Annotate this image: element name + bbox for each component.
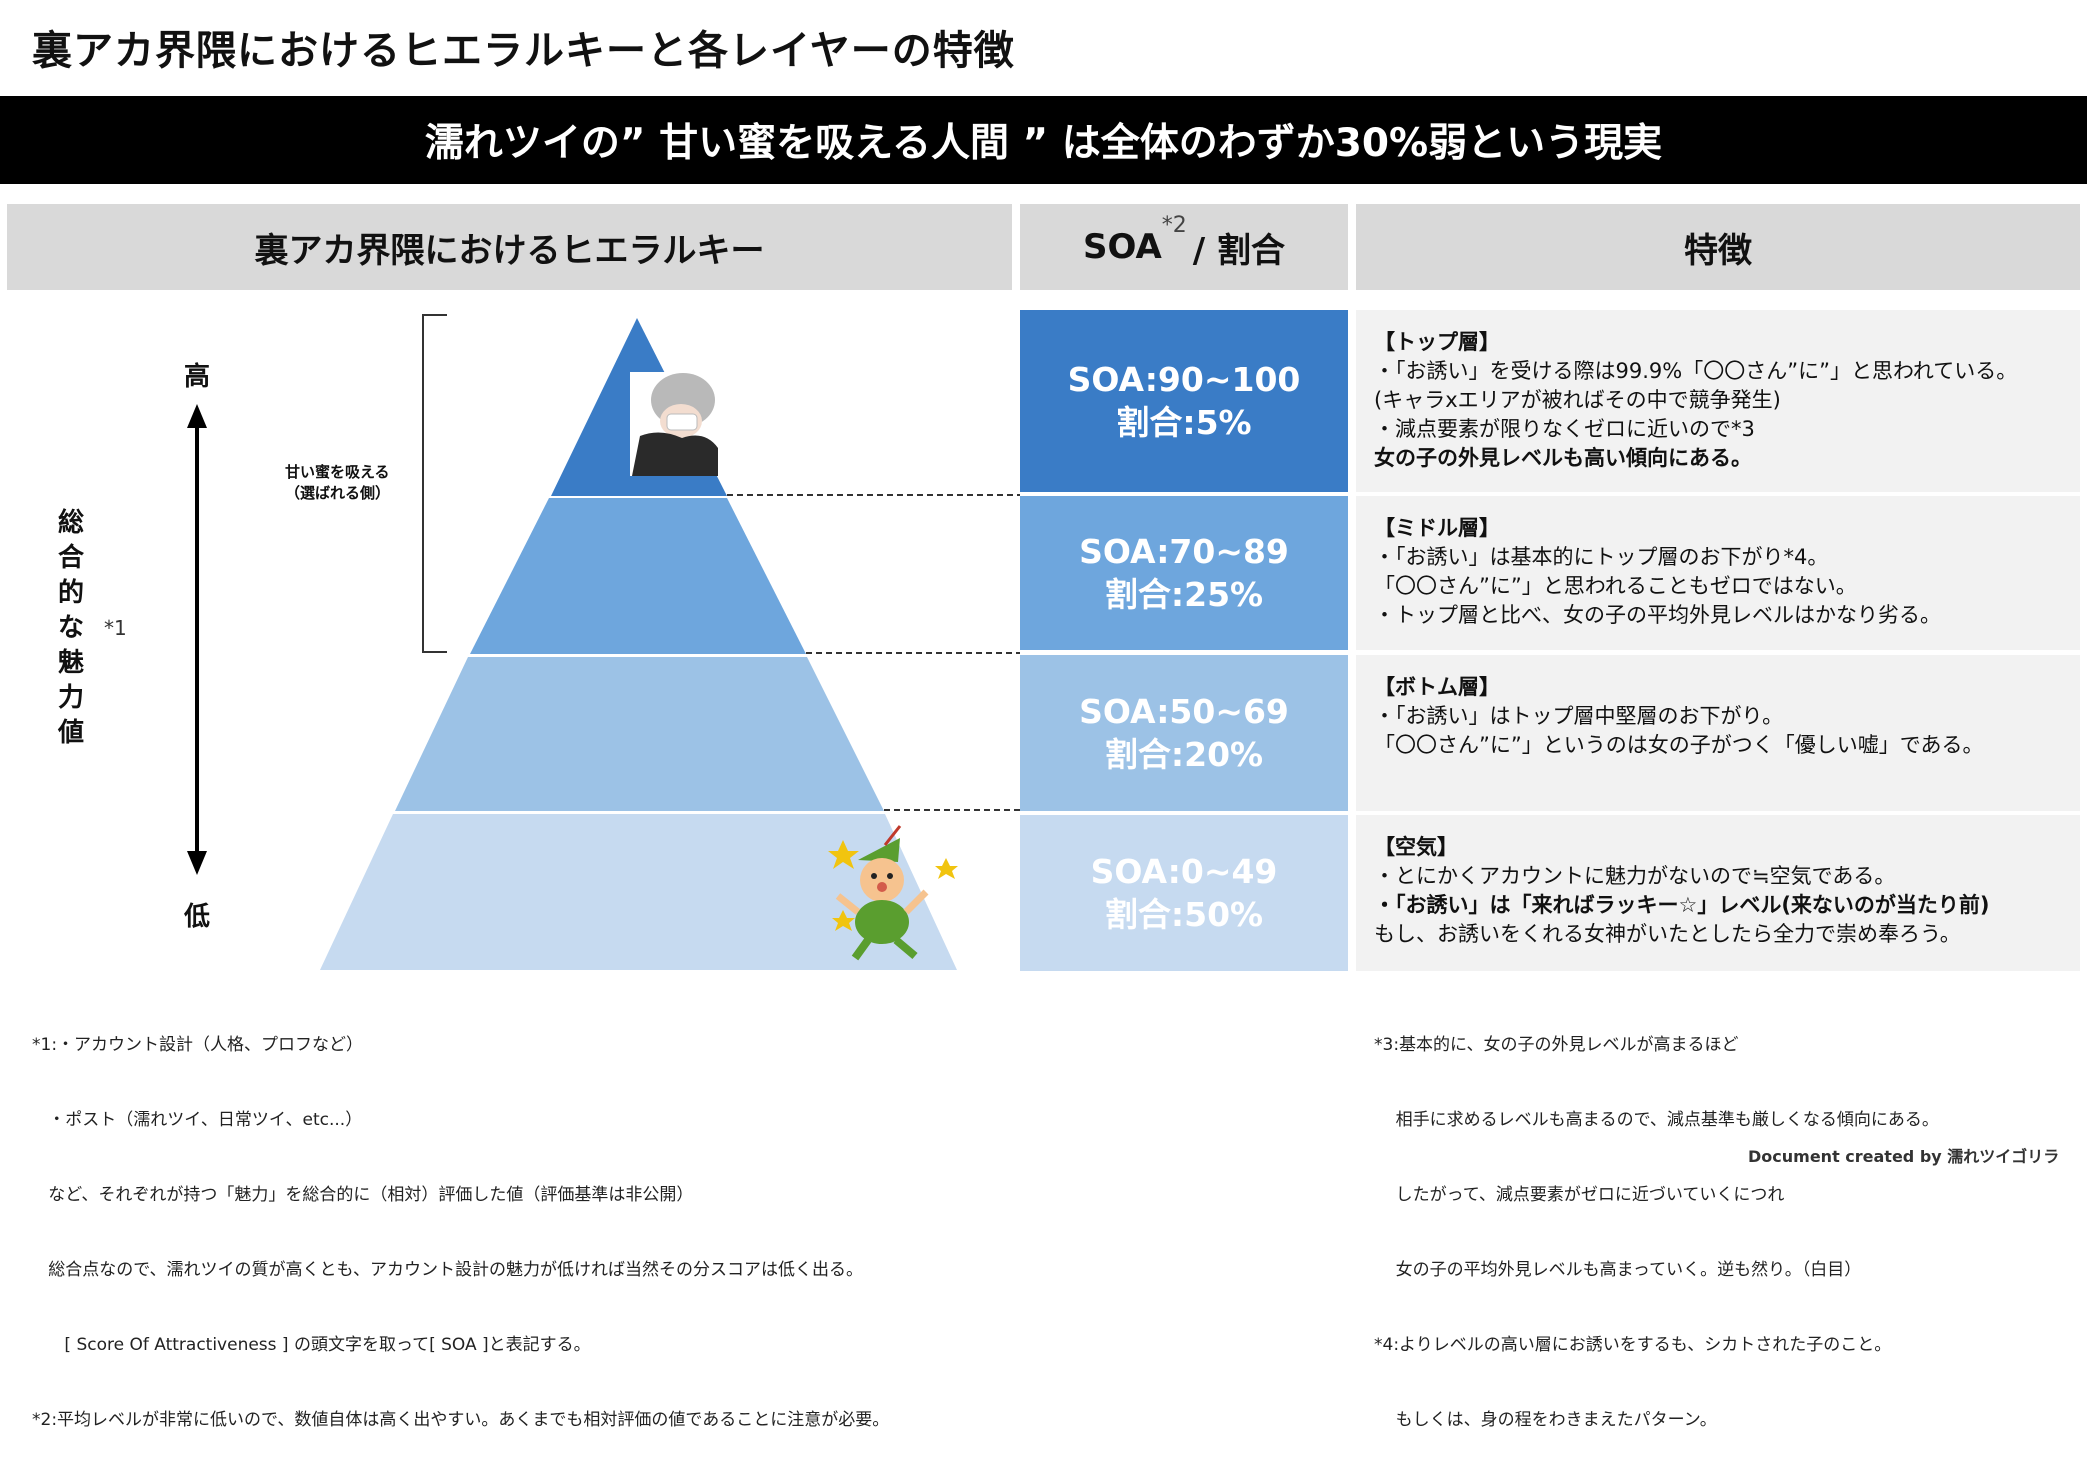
page-title: 裏アカ界隈におけるヒエラルキーと各レイヤーの特徴 bbox=[32, 28, 1015, 74]
feature-title: 【ミドル層】 bbox=[1374, 516, 1500, 540]
feature-line: ・「お誘い」は基本的にトップ層のお下がり*4。 bbox=[1374, 545, 1829, 569]
feature-line: ・減点要素が限りなくゼロに近いので*3 bbox=[1374, 417, 1755, 441]
footnote-line: *4:よりレベルの高い層にお誘いをするも、シカトされた子のこと。 bbox=[1374, 1335, 1892, 1355]
soa-range: SOA:70~89 bbox=[1079, 532, 1289, 571]
axis-low-label: 低 bbox=[184, 902, 211, 932]
soa-ratio: 割合:25% bbox=[1104, 575, 1264, 614]
soa-range: SOA:0~49 bbox=[1090, 852, 1278, 891]
feature-line: ・「お誘い」は「来ればラッキー☆」レベル(来ないのが当たり前) bbox=[1374, 893, 1990, 917]
footnote-line: *1:・アカウント設計（人格、プロフなど） bbox=[32, 1035, 364, 1055]
axis-footnote-mark: *1 bbox=[104, 616, 127, 640]
hierarchy-header: 裏アカ界隈におけるヒエラルキー bbox=[7, 204, 1012, 290]
soa-header-rest: / 割合 bbox=[1192, 230, 1286, 271]
soa-cell-bottom: SOA:50~69 割合:20% bbox=[1020, 655, 1348, 811]
pyramid-layer-bottom bbox=[395, 657, 884, 811]
footnote-line: 総合点なので、濡れツイの質が高くとも、アカウント設計の魅力が低ければ当然その分ス… bbox=[32, 1260, 864, 1280]
pyramid-layer-middle bbox=[470, 498, 806, 654]
bracket-label-line: 甘い蜜を吸える bbox=[285, 463, 390, 481]
feature-line: ・「お誘い」はトップ層中堅層のお下がり。 bbox=[1374, 704, 1784, 728]
feature-cell-air: 【空気】 ・とにかくアカウントに魅力がないので≒空気である。 ・「お誘い」は「来… bbox=[1356, 815, 2080, 971]
bracket-label-line: （選ばれる側） bbox=[285, 484, 391, 502]
feature-title: 【空気】 bbox=[1374, 835, 1458, 859]
soa-ratio: 割合:20% bbox=[1104, 735, 1264, 774]
footnotes-right: *3:基本的に、女の子の外見レベルが高まるほど 相手に求めるレベルも高まるので、… bbox=[1374, 983, 1939, 1458]
feature-cell-top: 【トップ層】 ・「お誘い」を受ける際は99.9%「〇〇さん”に”」と思われている… bbox=[1356, 310, 2080, 492]
soa-cell-top: SOA:90~100 割合:5% bbox=[1020, 310, 1348, 492]
bracket-label: 甘い蜜を吸える （選ばれる側） bbox=[285, 462, 390, 504]
soa-cell-air: SOA:0~49 割合:50% bbox=[1020, 815, 1348, 971]
feature-line: ・とにかくアカウントに魅力がないので≒空気である。 bbox=[1374, 864, 1896, 888]
feature-line: もし、お誘いをくれる女神がいたとしたら全力で崇め奉ろう。 bbox=[1374, 922, 1961, 946]
bracket bbox=[422, 314, 447, 653]
document-credit: Document created by 濡れツイゴリラ bbox=[1748, 1147, 2060, 1166]
pyramid-layer-air bbox=[320, 814, 957, 970]
footnote-line: 女の子の平均外見レベルも高まっていく。逆も然り。（白目） bbox=[1374, 1260, 1862, 1280]
footnote-line: *3:基本的に、女の子の外見レベルが高まるほど bbox=[1374, 1035, 1739, 1055]
pyramid-diagram bbox=[187, 314, 1020, 970]
footnote-line: もしくは、身の程をわきまえたパターン。 bbox=[1374, 1410, 1717, 1430]
footnote-line: 相手に求めるレベルも高まるので、減点基準も厳しくなる傾向にある。 bbox=[1374, 1110, 1939, 1130]
soa-range: SOA:90~100 bbox=[1067, 360, 1301, 399]
soa-ratio: 割合:5% bbox=[1116, 403, 1252, 442]
footnote-line: したがって、減点要素がゼロに近づいていくにつれ bbox=[1374, 1185, 1785, 1205]
axis-title: 総合的な魅力値 bbox=[57, 508, 84, 748]
feature-cell-bottom: 【ボトム層】 ・「お誘い」はトップ層中堅層のお下がり。 「〇〇さん”に”」という… bbox=[1356, 655, 2080, 811]
soa-header-label: SOA bbox=[1082, 227, 1162, 267]
soa-ratio: 割合:50% bbox=[1104, 895, 1264, 934]
headline-banner: 濡れツイの” 甘い蜜を吸える人間 ” は全体のわずか30%弱という現実 bbox=[0, 96, 2087, 184]
footnote-line: ・ポスト（濡れツイ、日常ツイ、etc...） bbox=[32, 1110, 363, 1130]
feature-line: 女の子の外見レベルも高い傾向にある。 bbox=[1374, 446, 1752, 470]
soa-range: SOA:50~69 bbox=[1079, 692, 1289, 731]
footnote-line: [ Score Of Attractiveness ] の頭文字を取って[ SO… bbox=[32, 1335, 591, 1355]
masked-person-icon bbox=[630, 372, 720, 476]
feature-line: 「〇〇さん”に”」と思われることもゼロではない。 bbox=[1374, 574, 1857, 598]
cartoon-elf-icon bbox=[828, 825, 958, 961]
feature-line: ・トップ層と比べ、女の子の平均外見レベルはかなり劣る。 bbox=[1374, 603, 1941, 627]
soa-footnote-mark: *2 bbox=[1161, 212, 1187, 238]
feature-cell-middle: 【ミドル層】 ・「お誘い」は基本的にトップ層のお下がり*4。 「〇〇さん”に”」… bbox=[1356, 496, 2080, 650]
soa-header: SOA *2 / 割合 bbox=[1020, 204, 1348, 290]
feature-line: ・「お誘い」を受ける際は99.9%「〇〇さん”に”」と思われている。 bbox=[1374, 359, 2018, 383]
feature-line: (キャラxエリアが被ればその中で競争発生) bbox=[1374, 388, 1781, 412]
footnote-line: *2:平均レベルが非常に低いので、数値自体は高く出やすい。あくまでも相対評価の値… bbox=[32, 1410, 890, 1430]
feature-line: 「〇〇さん”に”」というのは女の子がつく「優しい嘘」である。 bbox=[1374, 733, 1984, 757]
feature-title: 【ボトム層】 bbox=[1374, 675, 1500, 699]
axis-high-label: 高 bbox=[184, 362, 211, 392]
axis-arrow bbox=[187, 404, 207, 875]
soa-cell-middle: SOA:70~89 割合:25% bbox=[1020, 496, 1348, 650]
feature-title: 【トップ層】 bbox=[1374, 330, 1500, 354]
footnotes-left: *1:・アカウント設計（人格、プロフなど） ・ポスト（濡れツイ、日常ツイ、etc… bbox=[32, 983, 889, 1458]
features-header: 特徴 bbox=[1356, 204, 2080, 290]
footnote-line: など、それぞれが持つ「魅力」を総合的に（相対）評価した値（評価基準は非公開） bbox=[32, 1185, 694, 1205]
